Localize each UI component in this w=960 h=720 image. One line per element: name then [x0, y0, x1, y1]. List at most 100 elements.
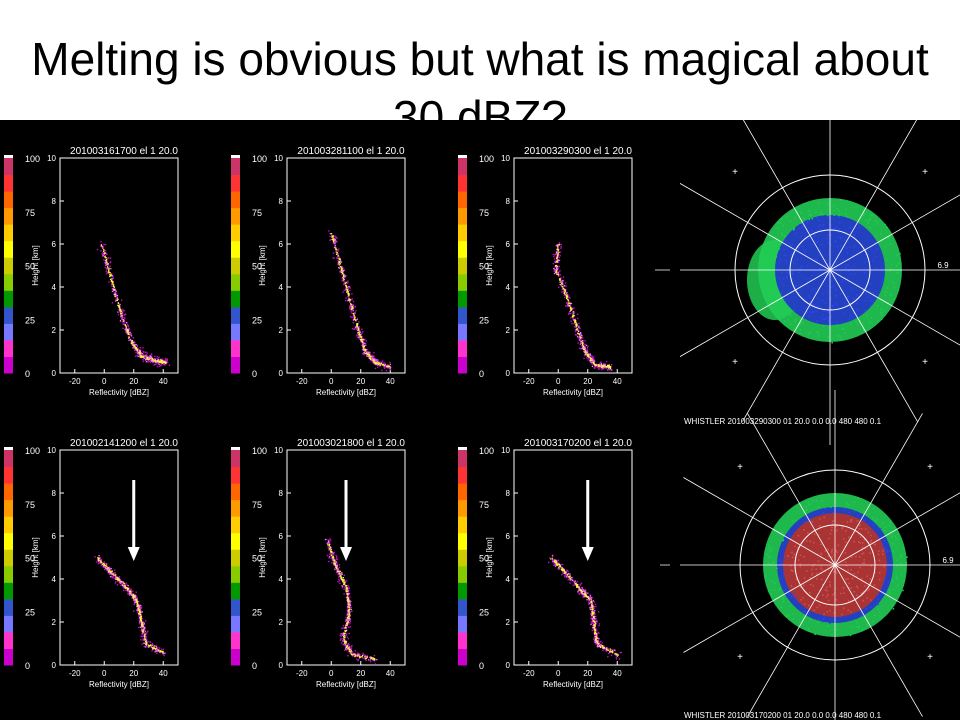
scatter-point — [130, 342, 133, 344]
scatter-point — [116, 580, 119, 582]
scatter-point — [350, 311, 353, 313]
scatter-point — [581, 343, 584, 346]
scatter-point — [573, 311, 576, 313]
scatter-point — [346, 643, 349, 646]
colorbar-segment — [4, 240, 13, 258]
scatter-point — [333, 561, 336, 563]
echo-pixel — [826, 589, 828, 592]
echo-pixel — [890, 293, 893, 295]
echo-pixel — [896, 578, 898, 580]
echo-pixel — [794, 519, 797, 521]
scatter-point — [594, 619, 597, 622]
scatter-point — [587, 359, 589, 361]
echo-pixel — [792, 229, 795, 231]
echo-pixel — [861, 562, 864, 564]
echo-pixel — [872, 620, 874, 623]
echo-pixel — [835, 303, 838, 306]
echo-pixel — [823, 310, 825, 312]
scatter-point — [582, 590, 584, 593]
scatter-point — [347, 586, 350, 588]
scatter-point — [589, 353, 591, 355]
echo-pixel — [834, 228, 836, 230]
scatter-point — [347, 618, 349, 620]
scatter-point — [328, 540, 330, 542]
scatter-point — [362, 345, 364, 347]
scatter-point — [595, 615, 597, 618]
scatter-point — [346, 591, 348, 593]
echo-pixel — [792, 618, 794, 620]
echo-pixel — [768, 549, 771, 551]
scatter-point — [158, 363, 160, 365]
scatter-point — [373, 361, 375, 364]
echo-pixel — [900, 573, 903, 575]
scatter-point — [141, 633, 143, 636]
scatter-point — [375, 362, 377, 364]
scatter-point — [362, 346, 365, 348]
scatter-point — [350, 651, 352, 653]
colorbar-segment — [458, 598, 467, 616]
echo-pixel — [848, 511, 850, 514]
scatter-point — [109, 570, 111, 572]
scatter-point — [117, 313, 120, 316]
echo-pixel — [806, 311, 808, 314]
echo-pixel — [838, 209, 840, 212]
scatter-point — [362, 331, 364, 333]
scatter-point — [586, 599, 588, 601]
scatter-point — [121, 316, 124, 318]
scatter-point — [589, 358, 592, 360]
scatter-point — [365, 659, 367, 662]
scatter-point — [150, 353, 153, 356]
scatter-point — [576, 327, 578, 330]
scatter-point — [128, 587, 131, 590]
scatter-point — [106, 261, 108, 263]
scatter-point — [126, 584, 128, 586]
echo-pixel — [850, 569, 852, 571]
scatter-point — [163, 361, 165, 363]
scatter-point — [561, 282, 563, 285]
colorbar-segment — [4, 565, 13, 583]
echo-pixel — [807, 333, 810, 336]
scatter-point — [363, 353, 365, 356]
scatter-point — [605, 360, 608, 363]
echo-pixel — [858, 556, 861, 558]
scatter-point — [357, 655, 359, 657]
scatter-point — [615, 658, 618, 660]
scatter-point — [111, 572, 113, 574]
scatter-point — [337, 253, 339, 255]
scatter-point — [344, 642, 346, 645]
echo-pixel — [897, 288, 900, 291]
echo-pixel — [848, 246, 851, 248]
scatter-point — [563, 288, 565, 290]
corner-marker: + — [922, 167, 928, 178]
scatter-point — [139, 611, 141, 613]
echo-pixel — [768, 547, 771, 549]
scatter-point — [137, 610, 139, 613]
scatter-point — [162, 650, 164, 653]
scatter-point — [330, 557, 332, 560]
colorbar-segment — [4, 290, 13, 308]
scatter-point — [351, 307, 354, 310]
scatter-point — [337, 267, 340, 269]
scatter-point — [372, 657, 374, 659]
echo-pixel — [863, 590, 865, 593]
scatter-point — [580, 336, 582, 339]
echo-pixel — [857, 541, 860, 543]
echo-pixel — [774, 582, 776, 585]
scatter-point — [347, 648, 349, 650]
echo-pixel — [845, 264, 847, 267]
scatter-point — [579, 339, 582, 342]
scatter-point — [96, 248, 99, 251]
scatter-point — [349, 604, 351, 606]
scatter-point — [615, 654, 617, 656]
scatter-point — [152, 647, 154, 649]
scatter-point — [608, 368, 610, 371]
scatter-point — [347, 589, 349, 591]
scatter-point — [122, 582, 124, 584]
echo-pixel — [840, 288, 842, 291]
echo-pixel — [884, 290, 887, 293]
scatter-point — [143, 357, 145, 359]
echo-pixel — [820, 565, 823, 567]
echo-pixel — [817, 506, 820, 509]
scatter-point — [348, 632, 351, 635]
scatter-point — [126, 331, 128, 333]
